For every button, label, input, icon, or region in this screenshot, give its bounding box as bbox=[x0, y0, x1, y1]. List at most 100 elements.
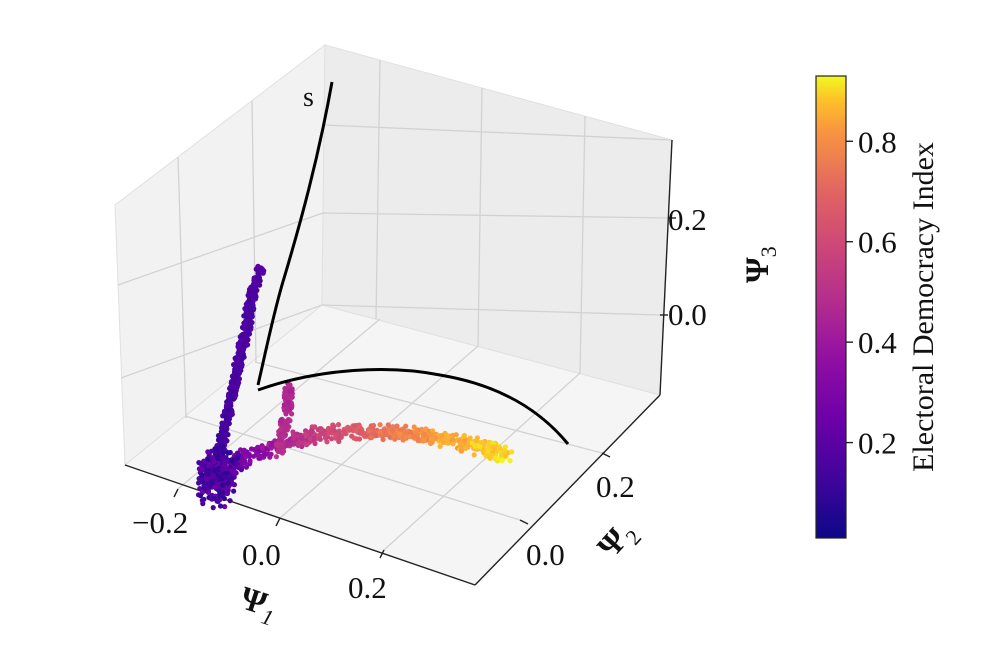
y-axis-line bbox=[474, 394, 661, 586]
scatter-point bbox=[291, 435, 297, 441]
grid-line bbox=[177, 156, 187, 419]
scatter-point bbox=[218, 436, 224, 442]
scatter-point bbox=[257, 278, 263, 284]
y-tick-mark bbox=[519, 519, 529, 525]
annotation-s: s bbox=[303, 82, 314, 113]
scatter-point bbox=[423, 426, 429, 432]
grid-line bbox=[375, 59, 381, 320]
scatter-point bbox=[278, 418, 284, 425]
scatter-point bbox=[220, 482, 226, 488]
x-tick-mark bbox=[275, 517, 281, 527]
scatter-point bbox=[394, 423, 400, 429]
x-axis-line bbox=[124, 464, 476, 586]
scatter-point bbox=[248, 309, 254, 315]
scatter-point bbox=[377, 429, 383, 435]
scatter-point bbox=[221, 459, 228, 465]
scatter-point bbox=[321, 432, 328, 438]
scatter-point bbox=[247, 317, 253, 323]
scatter-point bbox=[501, 448, 507, 454]
scatter-point bbox=[366, 428, 372, 434]
y-tick-mark bbox=[601, 452, 611, 458]
scatter-point bbox=[330, 422, 336, 428]
colorbar-tick-label: 0.2 bbox=[858, 426, 897, 461]
y-tick-label: 0.2 bbox=[596, 469, 635, 504]
scatter-point bbox=[333, 432, 339, 438]
scatter-point bbox=[205, 471, 211, 477]
scatter-point bbox=[224, 426, 230, 432]
scatter-point bbox=[248, 446, 255, 452]
x-tick-label: 0.0 bbox=[242, 537, 281, 572]
scatter-point bbox=[234, 461, 240, 467]
scatter-point bbox=[255, 268, 261, 274]
scatter-point bbox=[201, 485, 207, 491]
scatter-point bbox=[199, 472, 205, 478]
colorbar-tick-label: 0.4 bbox=[858, 325, 897, 360]
scatter-point bbox=[231, 383, 237, 389]
scatter-point bbox=[239, 332, 245, 338]
scatter-point bbox=[224, 470, 230, 476]
scatter-point bbox=[238, 467, 244, 473]
scatter-point bbox=[461, 438, 468, 444]
colorbar-tick-label: 0.6 bbox=[858, 225, 897, 260]
scatter-point bbox=[283, 392, 289, 399]
scatter-point bbox=[197, 486, 203, 492]
scatter-point bbox=[276, 444, 282, 450]
scatter-point bbox=[245, 328, 251, 334]
scatter-point bbox=[335, 422, 342, 428]
scatter-point bbox=[415, 436, 421, 442]
principal-curves bbox=[256, 81, 570, 445]
scatter-point bbox=[220, 450, 226, 456]
scatter-point bbox=[215, 455, 221, 461]
scatter-point bbox=[484, 447, 490, 453]
grid-line bbox=[579, 115, 586, 374]
scatter-point bbox=[226, 407, 232, 413]
x-tick-label: −0.2 bbox=[132, 505, 188, 540]
scatter-point bbox=[370, 425, 376, 431]
scatter-point bbox=[495, 455, 501, 461]
scatter-point bbox=[239, 352, 245, 358]
scatter-point bbox=[234, 455, 241, 461]
grid-line bbox=[477, 87, 483, 347]
scatter-point bbox=[219, 492, 225, 498]
scatter-point bbox=[242, 324, 248, 330]
grid-line bbox=[322, 212, 669, 219]
z-axis-line bbox=[659, 139, 673, 396]
scatter-point bbox=[385, 422, 391, 428]
scatter-point bbox=[255, 273, 261, 279]
scatter-point bbox=[277, 436, 283, 442]
scatter-point bbox=[254, 452, 260, 458]
scatter-point bbox=[403, 423, 409, 429]
scatter-point bbox=[336, 436, 342, 442]
y-tick-label: 0.0 bbox=[526, 537, 565, 572]
z-tick-label: 0.2 bbox=[668, 202, 707, 237]
y-axis-label: Ψ2 bbox=[591, 514, 646, 569]
scatter-point bbox=[243, 313, 249, 319]
scatter-point bbox=[216, 487, 222, 493]
scatter-point bbox=[210, 505, 216, 511]
grid-line bbox=[254, 361, 603, 454]
scatter-point bbox=[390, 427, 396, 433]
tick-marks bbox=[173, 217, 676, 559]
scatter-point bbox=[490, 444, 496, 450]
scatter-point bbox=[450, 437, 456, 443]
scatter-point bbox=[235, 344, 241, 350]
x-tick-mark bbox=[173, 488, 179, 498]
scatter-point bbox=[231, 482, 237, 488]
curve-democracy bbox=[257, 368, 570, 445]
scatter-point bbox=[487, 455, 493, 461]
grid-line bbox=[323, 124, 673, 141]
scatter-point bbox=[233, 365, 239, 371]
scatter-point bbox=[261, 451, 268, 458]
scatter-point bbox=[247, 458, 253, 464]
scatter-point bbox=[360, 430, 366, 436]
scatter-point bbox=[439, 433, 445, 439]
scatter-point bbox=[288, 389, 294, 395]
colorbar-label: Electoral Democracy Index bbox=[907, 142, 940, 472]
scatter-point bbox=[282, 423, 288, 429]
scatter-point bbox=[289, 411, 295, 417]
scatter-point bbox=[231, 488, 237, 494]
scatter-point bbox=[450, 441, 456, 447]
scatter-point bbox=[290, 429, 296, 435]
scatter-point bbox=[197, 492, 204, 499]
scatter-point bbox=[248, 303, 254, 309]
